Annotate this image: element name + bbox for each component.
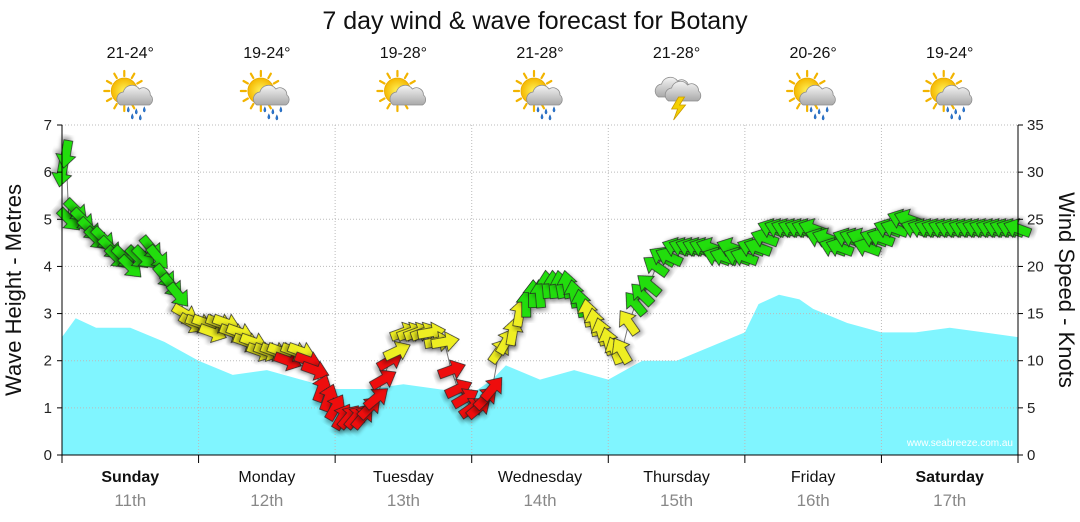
sun-cloud-rain-icon (512, 69, 563, 121)
left-tick-label: 0 (44, 447, 52, 464)
wind-arrow (300, 360, 330, 381)
day-name-label: Thursday (643, 469, 710, 486)
day-date-label: 15th (660, 491, 693, 510)
day-temperature: 21-28° (516, 45, 563, 62)
wave-height-area (62, 294, 1018, 455)
day-date-label: 13th (387, 491, 420, 510)
right-tick-label: 0 (1027, 447, 1035, 464)
right-tick-label: 10 (1027, 353, 1044, 370)
day-date-label: 14th (523, 491, 556, 510)
left-tick-label: 4 (44, 258, 52, 275)
day-temperature: 21-24° (107, 45, 154, 62)
day-name-label: Saturday (915, 469, 984, 486)
left-tick-label: 2 (44, 353, 52, 370)
right-tick-label: 35 (1027, 117, 1044, 134)
sun-cloud-rain-icon (922, 69, 973, 121)
right-y-ticks: 0 5 10 15 20 25 30 35 (1018, 117, 1044, 464)
left-tick-label: 6 (44, 164, 52, 181)
wind-arrow (436, 359, 466, 380)
sun-cloud-rain-icon (103, 69, 153, 121)
right-tick-label: 30 (1027, 164, 1044, 181)
wind-series (51, 139, 1033, 432)
gridlines (62, 124, 1018, 455)
wind-arrow (611, 337, 633, 366)
wind-arrow (145, 243, 168, 269)
day-temperature: 19-28° (380, 45, 427, 62)
left-y-ticks: 0 1 2 3 4 5 6 7 (44, 117, 62, 464)
right-tick-label: 5 (1027, 400, 1035, 417)
day-name-label: Friday (791, 469, 835, 486)
day-temperature: 20-26° (789, 45, 836, 62)
daily-forecast-header: 21-24° 19-24° 19-28° 21-28° 21-28° 20-26° 19-2… (103, 45, 973, 121)
sun-cloud-rain-icon (786, 69, 836, 121)
left-axis-title: Wave Height - Metres (1, 184, 26, 396)
day-name-label: Wednesday (498, 469, 582, 486)
day-date-label: 17th (933, 491, 966, 510)
day-date-label: 12th (250, 491, 283, 510)
sun-cloud-icon (376, 69, 427, 113)
wind-arrow (165, 281, 189, 307)
left-tick-label: 5 (44, 211, 52, 228)
day-temperature: 19-24° (926, 45, 973, 62)
day-name-label: Monday (238, 469, 295, 486)
day-temperature: 21-28° (653, 45, 700, 62)
plot-area (51, 124, 1033, 455)
credit-text: www.seabreeze.com.au (906, 438, 1013, 449)
day-name-label: Tuesday (373, 469, 434, 486)
wind-arrow (619, 310, 641, 337)
right-tick-label: 25 (1027, 211, 1044, 228)
day-temperature: 19-24° (243, 45, 290, 62)
day-name-label: Sunday (101, 469, 159, 486)
chart-title: 7 day wind & wave forecast for Botany (322, 7, 748, 35)
wind-arrow (368, 369, 397, 391)
wind-arrow (430, 331, 460, 353)
left-tick-label: 1 (44, 400, 52, 417)
wind-arrow (637, 275, 663, 298)
left-tick-label: 7 (44, 117, 52, 134)
sun-cloud-rain-icon (239, 69, 290, 121)
wave-series (62, 294, 1018, 455)
day-date-label: 16th (797, 491, 830, 510)
day-date-label: 11th (114, 491, 146, 510)
right-tick-label: 20 (1027, 258, 1044, 275)
thunderstorm-icon (654, 76, 702, 121)
x-day-ticks: Sunday 11th Monday 12th Tuesday 13th Wednesday… (61, 455, 1019, 510)
wind-arrow (362, 388, 389, 411)
wind-arrow (382, 340, 411, 362)
wind-arrow (55, 139, 77, 169)
right-tick-label: 15 (1027, 306, 1044, 323)
left-tick-label: 3 (44, 306, 52, 323)
right-axis-title: Wind Speed - Knots (1054, 192, 1079, 388)
wind-arrow (479, 377, 503, 403)
